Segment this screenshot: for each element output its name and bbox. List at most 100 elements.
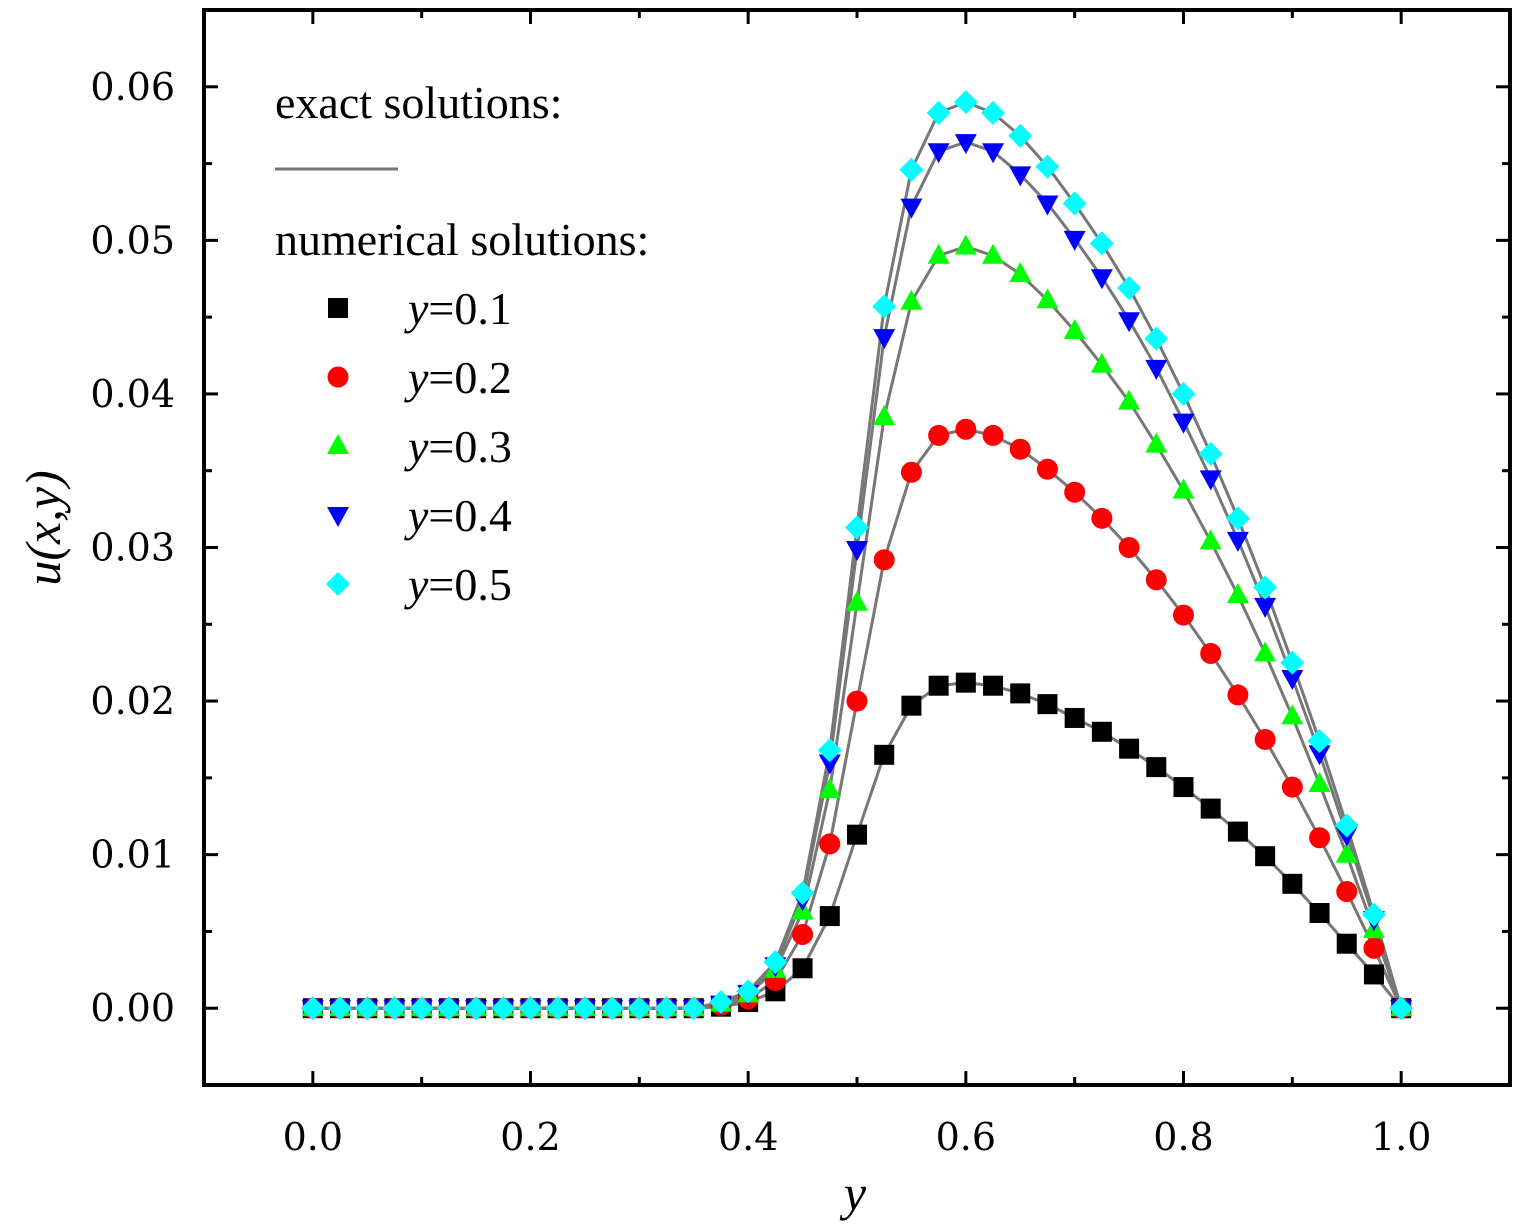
legend-label-y=0.1: y=0.1: [404, 283, 512, 334]
data-point-y=0.3: [982, 243, 1005, 264]
data-point-y=0.1: [1200, 798, 1221, 819]
data-point-y=0.5: [1280, 650, 1305, 675]
data-point-y=0.5: [981, 100, 1006, 125]
legend-entry-y=0.1: y=0.1: [328, 283, 512, 334]
legend-value: =0.1: [428, 283, 511, 334]
data-point-y=0.1: [1255, 846, 1276, 867]
data-point-y=0.1: [847, 824, 867, 845]
legend-marker-y=0.1: [328, 298, 348, 318]
y-tick-label: 0.04: [90, 372, 175, 416]
legend: exact solutions: numerical solutions: y=…: [275, 77, 649, 610]
data-point-y=0.2: [792, 924, 814, 945]
legend-entry-y=0.5: y=0.5: [326, 559, 512, 610]
data-point-y=0.2: [1200, 642, 1222, 664]
data-point-y=0.5: [1008, 123, 1033, 148]
data-point-y=0.5: [545, 996, 570, 1021]
legend-marker-y=0.2: [327, 366, 349, 388]
data-point-y=0.2: [1336, 881, 1358, 902]
data-point-y=0.2: [1145, 569, 1167, 591]
data-point-y=0.3: [1063, 318, 1086, 339]
data-point-y=0.5: [790, 881, 815, 906]
x-tick-label: 0.8: [1153, 1115, 1213, 1159]
data-point-y=0.1: [1146, 757, 1167, 778]
data-point-y=0.5: [1361, 902, 1386, 927]
legend-label-y=0.3: y=0.3: [404, 421, 512, 472]
y-axis-title: u(x,y): [15, 470, 71, 585]
data-point-y=0.4: [1254, 597, 1277, 618]
legend-entry-y=0.4: y=0.4: [327, 490, 512, 541]
data-point-y=0.5: [1307, 729, 1332, 753]
data-point-y=0.2: [1281, 776, 1303, 798]
data-point-y=0.5: [708, 990, 733, 1015]
legend-marker-y=0.5: [326, 572, 350, 596]
data-point-y=0.3: [1335, 842, 1358, 863]
series-markers-y=0.5: [300, 90, 1414, 1021]
data-point-y=0.4: [1009, 166, 1032, 187]
data-point-y=0.2: [1036, 458, 1058, 480]
data-point-y=0.1: [928, 675, 949, 696]
legend-exact-label: exact solutions:: [275, 77, 562, 128]
data-point-y=0.5: [681, 996, 706, 1021]
data-point-y=0.2: [1009, 438, 1031, 460]
data-point-y=0.5: [1225, 506, 1250, 531]
data-point-y=0.3: [1281, 704, 1304, 725]
data-point-y=0.2: [928, 424, 950, 446]
data-point-y=0.3: [1226, 583, 1249, 604]
legend-label-y=0.5: y=0.5: [404, 559, 512, 610]
legend-entry-y=0.3: y=0.3: [327, 421, 512, 472]
legend-marker-y=0.3: [327, 434, 349, 454]
data-point-y=0.5: [572, 996, 597, 1021]
data-point-y=0.1: [1363, 964, 1384, 985]
data-point-y=0.5: [518, 996, 543, 1021]
data-point-y=0.1: [1064, 707, 1085, 728]
data-point-y=0.5: [1062, 191, 1087, 216]
data-point-y=0.4: [954, 134, 977, 155]
legend-numerical-label: numerical solutions:: [275, 214, 649, 265]
data-point-y=0.2: [819, 833, 841, 855]
data-point-y=0.2: [1173, 604, 1194, 626]
data-point-y=0.2: [982, 424, 1004, 446]
data-point-y=0.5: [763, 950, 788, 975]
data-point-y=0.5: [899, 157, 924, 182]
data-point-y=0.5: [926, 100, 951, 125]
numerical-solution-markers: [300, 90, 1414, 1021]
x-tick-label: 1.0: [1371, 1115, 1431, 1159]
data-point-y=0.3: [954, 234, 977, 255]
legend-value: =0.3: [428, 421, 511, 472]
data-point-y=0.1: [874, 744, 895, 765]
data-point-y=0.4: [1172, 413, 1195, 434]
data-point-y=0.5: [845, 515, 869, 540]
data-point-y=0.5: [1035, 154, 1060, 179]
legend-variable: y: [404, 490, 429, 541]
legend-value: =0.2: [428, 352, 511, 403]
data-point-y=0.1: [1282, 873, 1303, 894]
data-point-y=0.2: [900, 461, 922, 483]
legend-value: =0.5: [428, 559, 511, 610]
data-point-y=0.3: [1254, 641, 1277, 662]
x-tick-label: 0.4: [718, 1115, 778, 1159]
exact-line-y=0.1: [312, 681, 1403, 1010]
data-point-y=0.1: [792, 958, 813, 979]
data-point-y=0.3: [1009, 262, 1032, 283]
data-point-y=0.1: [1119, 738, 1140, 759]
data-point-y=0.4: [927, 143, 950, 164]
data-point-y=0.1: [983, 675, 1004, 696]
data-point-y=0.3: [1118, 389, 1141, 410]
data-point-y=0.5: [409, 996, 434, 1021]
data-point-y=0.1: [901, 695, 922, 716]
data-point-y=0.4: [846, 541, 868, 562]
series-markers-y=0.1: [302, 672, 1412, 1019]
y-tick-label: 0.00: [90, 986, 175, 1030]
y-tick-label: 0.06: [90, 65, 175, 109]
data-point-y=0.5: [1144, 326, 1169, 351]
data-point-y=0.2: [846, 690, 868, 712]
legend-variable: y: [404, 283, 429, 334]
y-tick-label: 0.01: [90, 833, 175, 877]
data-point-y=0.2: [873, 549, 895, 571]
legend-entry-y=0.2: y=0.2: [327, 352, 512, 403]
axes: [202, 8, 1512, 1087]
data-point-y=0.5: [953, 90, 978, 115]
data-point-y=0.4: [1199, 470, 1222, 491]
data-point-y=0.5: [627, 996, 652, 1021]
data-point-y=0.1: [1173, 777, 1194, 798]
